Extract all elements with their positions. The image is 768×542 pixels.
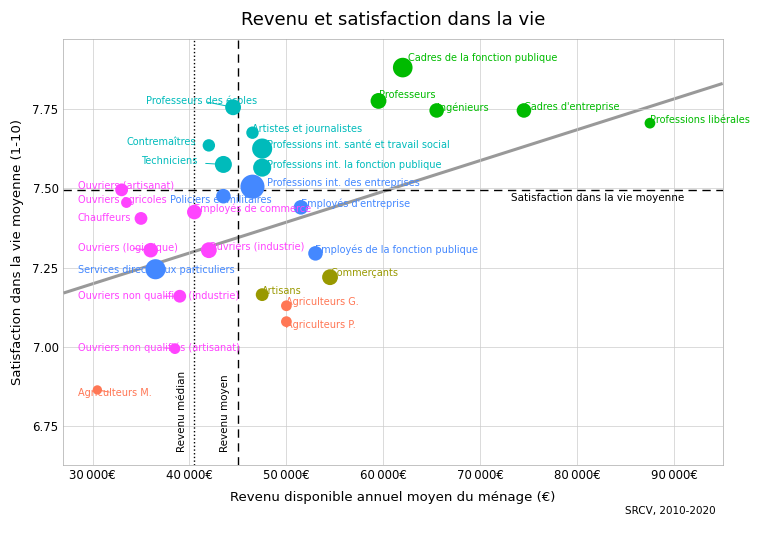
Text: Chauffeurs: Chauffeurs [78, 214, 141, 223]
Text: Professions int. la fonction publique: Professions int. la fonction publique [267, 160, 442, 170]
Point [247, 128, 259, 137]
Text: Commerçants: Commerçants [330, 268, 398, 279]
Point [135, 214, 147, 223]
Text: SRCV, 2010-2020: SRCV, 2010-2020 [625, 506, 716, 515]
Point [280, 301, 293, 310]
Text: Techniciens: Techniciens [141, 156, 223, 166]
Point [256, 144, 268, 153]
Text: Professeurs: Professeurs [379, 90, 435, 100]
Text: Professions int. santé et travail social: Professions int. santé et travail social [267, 140, 450, 150]
Text: Ingénieurs: Ingénieurs [437, 102, 488, 113]
Point [144, 246, 157, 255]
Point [396, 63, 409, 72]
Point [247, 182, 259, 191]
Text: Professeurs des écoles: Professeurs des écoles [146, 96, 257, 107]
Point [431, 106, 443, 115]
Text: Revenu moyen: Revenu moyen [220, 374, 230, 452]
Text: Satisfaction dans la vie moyenne: Satisfaction dans la vie moyenne [511, 193, 684, 203]
Text: Employés de la fonction publique: Employés de la fonction publique [316, 245, 478, 255]
Text: Artistes et journalistes: Artistes et journalistes [253, 124, 362, 133]
Text: Ouvriers (industrie): Ouvriers (industrie) [209, 241, 304, 251]
Text: Agriculteurs G.: Agriculteurs G. [286, 297, 359, 307]
X-axis label: Revenu disponible annuel moyen du ménage (€): Revenu disponible annuel moyen du ménage… [230, 491, 556, 504]
Text: Ouvriers (logistique): Ouvriers (logistique) [78, 243, 178, 253]
Point [518, 106, 530, 115]
Text: Policiers et militaires: Policiers et militaires [170, 195, 272, 205]
Point [91, 385, 104, 394]
Text: Artisans: Artisans [262, 286, 302, 296]
Point [203, 246, 215, 255]
Text: Employés de commerce: Employés de commerce [194, 203, 312, 214]
Text: Ouvriers non qualifiés (industrie): Ouvriers non qualifiés (industrie) [78, 291, 239, 301]
Point [295, 203, 307, 211]
Point [188, 208, 200, 216]
Point [121, 198, 133, 207]
Point [150, 265, 162, 274]
Text: Ouvriers agricoles: Ouvriers agricoles [78, 195, 167, 205]
Text: Professions int. des entreprises: Professions int. des entreprises [253, 178, 420, 189]
Text: Agriculteurs P.: Agriculteurs P. [286, 320, 356, 331]
Point [217, 192, 230, 201]
Point [256, 163, 268, 172]
Text: Services directs aux particuliers: Services directs aux particuliers [78, 265, 234, 275]
Text: Employés d'entreprise: Employés d'entreprise [301, 198, 410, 209]
Point [174, 292, 186, 301]
Text: Agriculteurs M.: Agriculteurs M. [78, 388, 152, 398]
Text: Ouvriers (artisanat): Ouvriers (artisanat) [78, 180, 174, 191]
Text: Revenu médian: Revenu médian [177, 371, 187, 452]
Point [217, 160, 230, 169]
Point [256, 291, 268, 299]
Point [227, 103, 239, 112]
Text: Cadres d'entreprise: Cadres d'entreprise [524, 102, 620, 112]
Text: Contremaîtres: Contremaîtres [127, 137, 209, 147]
Point [169, 344, 181, 353]
Point [372, 96, 385, 105]
Point [115, 185, 127, 194]
Title: Revenu et satisfaction dans la vie: Revenu et satisfaction dans la vie [241, 11, 545, 29]
Point [280, 317, 293, 326]
Point [324, 273, 336, 281]
Text: Ouvriers non qualifiés (artisanat): Ouvriers non qualifiés (artisanat) [78, 343, 240, 353]
Text: Cadres de la fonction publique: Cadres de la fonction publique [408, 53, 557, 63]
Point [310, 249, 322, 257]
Y-axis label: Satisfaction dans la vie moyenne (1-10): Satisfaction dans la vie moyenne (1-10) [11, 119, 24, 385]
Point [644, 119, 656, 127]
Point [203, 141, 215, 150]
Text: Professions libérales: Professions libérales [650, 115, 750, 125]
